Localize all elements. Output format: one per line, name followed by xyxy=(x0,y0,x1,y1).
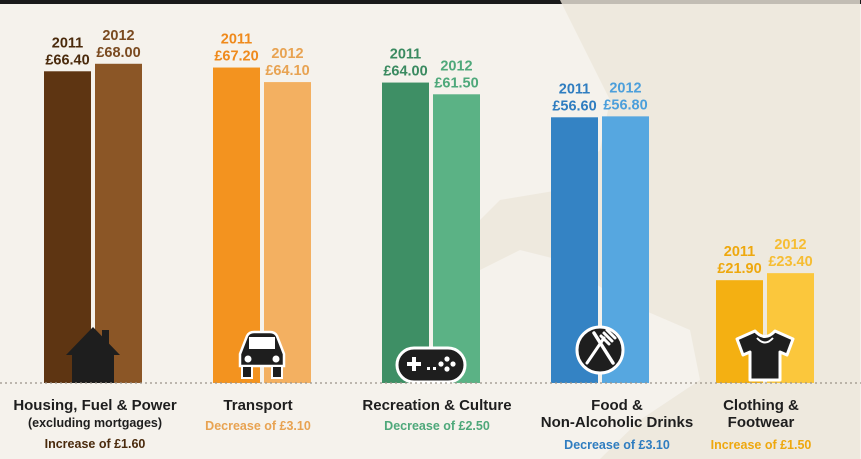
bar-label-year: 2012 xyxy=(774,237,806,253)
bar-label-value: £56.80 xyxy=(603,97,647,113)
bar-label-value: £66.40 xyxy=(45,52,89,68)
bar-label-year: 2011 xyxy=(724,244,755,260)
bar-label-value: £64.10 xyxy=(265,63,309,79)
bar-label-year: 2012 xyxy=(102,28,134,44)
bar-2012 xyxy=(433,94,480,384)
change-label: Decrease of £3.10 xyxy=(205,419,311,433)
background-map-silhouette xyxy=(470,0,860,459)
bar-2011 xyxy=(213,67,260,384)
bar-label-year: 2011 xyxy=(559,81,590,97)
bar-label-value: £68.00 xyxy=(96,45,140,61)
bar-label-value: £64.00 xyxy=(383,64,427,80)
plate-cutlery-icon xyxy=(575,325,625,375)
category-subtitle: (excluding mortgages) xyxy=(28,416,162,430)
tshirt-icon xyxy=(735,329,795,382)
gamepad-icon xyxy=(395,346,467,384)
bar-label-value: £23.40 xyxy=(768,254,812,270)
category-label: Recreation & Culture xyxy=(362,397,511,414)
bar-label-value: £61.50 xyxy=(434,75,478,91)
top-strip xyxy=(0,0,861,4)
category-label: Clothing & xyxy=(723,397,799,414)
bar-label-year: 2012 xyxy=(609,80,641,96)
bar-label-value: £67.20 xyxy=(214,49,258,65)
house-icon xyxy=(66,327,120,383)
change-label: Decrease of £3.10 xyxy=(564,438,670,452)
car-icon xyxy=(238,330,286,379)
bar-label-year: 2012 xyxy=(271,46,303,62)
bar-label-year: 2012 xyxy=(440,58,472,74)
bar-2012 xyxy=(95,63,142,384)
category-label: Non-Alcoholic Drinks xyxy=(541,414,694,431)
bar-label-value: £56.60 xyxy=(552,98,596,114)
bar-label-value: £21.90 xyxy=(717,261,761,277)
category-label: Housing, Fuel & Power xyxy=(13,397,177,414)
bar-label-year: 2011 xyxy=(221,32,252,48)
bar-2011 xyxy=(44,71,91,384)
bar-2011 xyxy=(382,82,429,384)
category-label: Footwear xyxy=(728,414,795,431)
category-label: Transport xyxy=(223,397,292,414)
bar-label-year: 2011 xyxy=(52,35,83,51)
change-label: Decrease of £2.50 xyxy=(384,419,490,433)
category-label: Food & xyxy=(591,397,643,414)
change-label: Increase of £1.60 xyxy=(45,437,146,451)
bar-label-year: 2011 xyxy=(390,47,421,63)
change-label: Increase of £1.50 xyxy=(711,438,812,452)
